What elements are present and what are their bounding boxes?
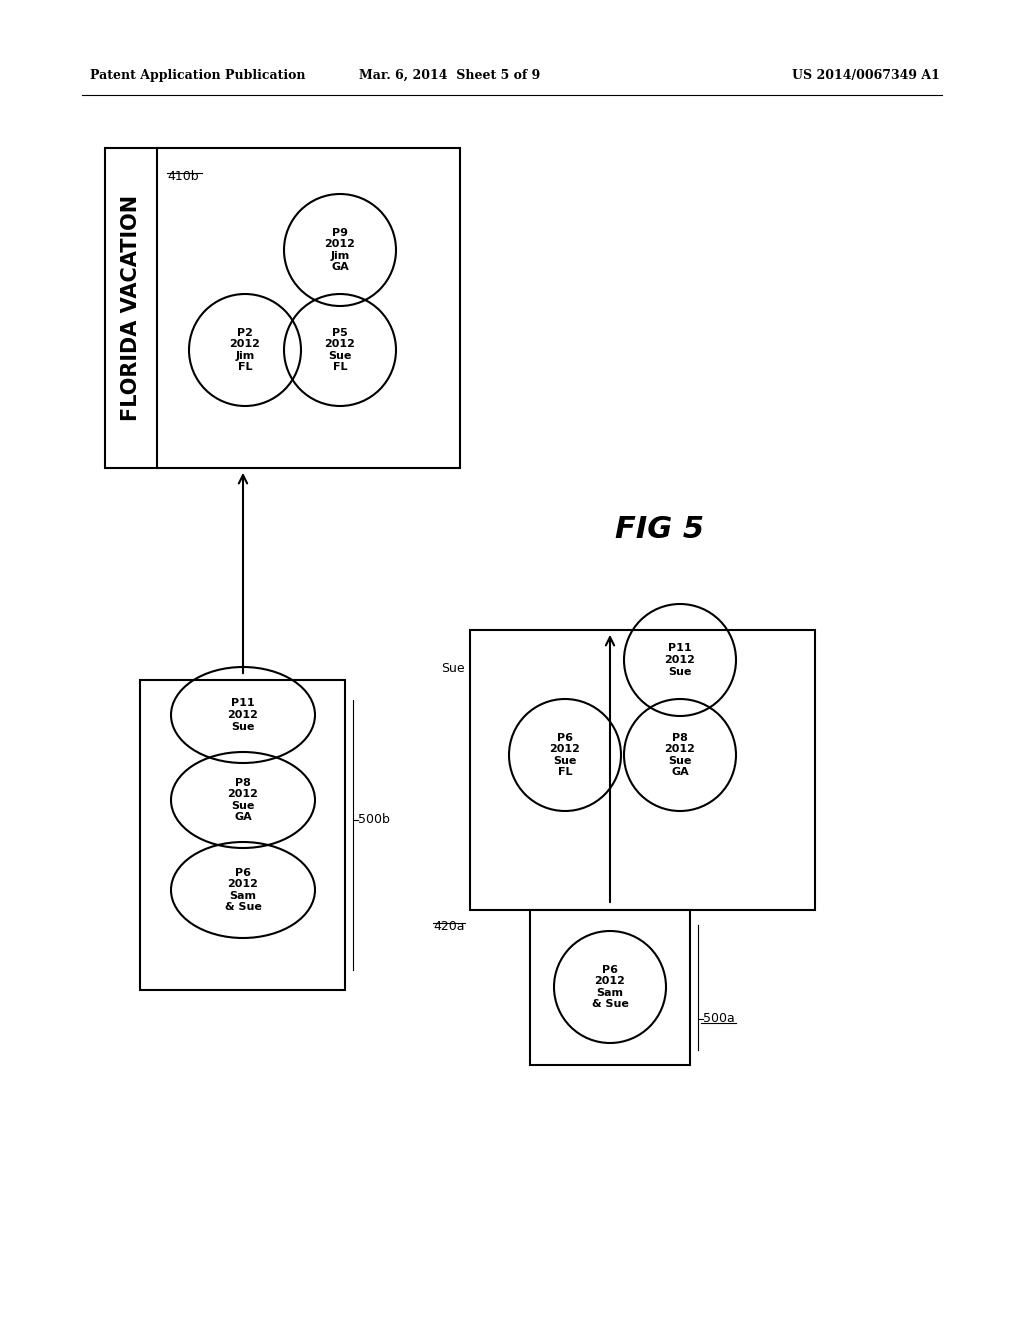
Text: FLORIDA VACATION: FLORIDA VACATION [121, 195, 141, 421]
Text: P11
2012
Sue: P11 2012 Sue [665, 643, 695, 677]
Text: P6
2012
Sam
& Sue: P6 2012 Sam & Sue [224, 867, 261, 912]
Text: Mar. 6, 2014  Sheet 5 of 9: Mar. 6, 2014 Sheet 5 of 9 [359, 69, 541, 82]
Text: Sue: Sue [441, 661, 465, 675]
Text: 500a: 500a [703, 1012, 735, 1026]
Text: P6
2012
Sam
& Sue: P6 2012 Sam & Sue [592, 965, 629, 1010]
Text: US 2014/0067349 A1: US 2014/0067349 A1 [793, 69, 940, 82]
Text: Patent Application Publication: Patent Application Publication [90, 69, 305, 82]
Text: P5
2012
Sue
FL: P5 2012 Sue FL [325, 327, 355, 372]
Text: P8
2012
Sue
GA: P8 2012 Sue GA [227, 777, 258, 822]
Text: FIG 5: FIG 5 [615, 516, 705, 544]
Text: 410b: 410b [167, 170, 199, 183]
Bar [140, 680, 345, 990]
Text: 500b: 500b [358, 813, 390, 826]
Text: P6
2012
Sue
FL: P6 2012 Sue FL [550, 733, 581, 777]
Text: P9
2012
Jim
GA: P9 2012 Jim GA [325, 227, 355, 272]
Bar [470, 630, 815, 909]
Text: P8
2012
Sue
GA: P8 2012 Sue GA [665, 733, 695, 777]
Text: P2
2012
Jim
FL: P2 2012 Jim FL [229, 327, 260, 372]
Text: P11
2012
Sue: P11 2012 Sue [227, 698, 258, 731]
Bar [105, 148, 460, 469]
Bar [530, 909, 690, 1065]
Text: 420a: 420a [433, 920, 465, 933]
